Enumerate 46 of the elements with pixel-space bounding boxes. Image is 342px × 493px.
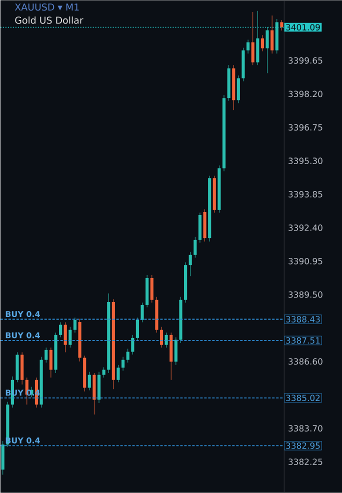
candlestick — [150, 274, 154, 303]
y-tick-label: 3398.20 — [288, 90, 322, 98]
candlestick — [188, 252, 192, 276]
y-tick-label: 3389.50 — [288, 291, 322, 298]
candlestick — [266, 26, 269, 74]
candlestick — [160, 326, 164, 348]
candlestick — [256, 10, 260, 66]
candlestick — [73, 317, 76, 333]
candlestick — [270, 15, 274, 54]
y-tick-label: 3382.95 — [286, 442, 320, 449]
candlestick — [49, 347, 52, 378]
y-tick-label: 3393.85 — [288, 191, 322, 198]
y-tick-label: 3395.30 — [288, 158, 322, 164]
y-tick-label: 3399.65 — [288, 57, 322, 64]
y-tick-label: 3396.75 — [288, 124, 322, 131]
candlestick — [126, 348, 130, 363]
y-tick-label: 3383.70 — [288, 425, 322, 432]
y-tick-label: 3390.95 — [288, 258, 322, 264]
y-tick-label: 3386.60 — [288, 358, 322, 365]
candlestick — [194, 236, 197, 258]
y-tick-label: 3382.25 — [288, 458, 322, 465]
y-tick-label: 3392.40 — [288, 224, 322, 231]
candlestick — [88, 372, 91, 391]
candlestick — [58, 322, 62, 338]
candlestick — [236, 75, 240, 104]
candlestick — [260, 34, 264, 52]
candlestick — [68, 326, 72, 348]
candlestick — [102, 366, 106, 378]
y-tick-label: 3387.51 — [286, 337, 320, 344]
candlestick — [280, 20, 284, 31]
text: Gold US Dollar — [15, 16, 84, 24]
candlestick — [64, 322, 67, 352]
candlestick — [174, 336, 178, 366]
candlestick — [131, 334, 134, 355]
candlestick — [246, 39, 250, 54]
candlestick — [251, 12, 254, 66]
candlestick — [44, 347, 48, 363]
candlestick — [140, 302, 144, 323]
candlestick — [121, 356, 125, 371]
candlestick — [164, 332, 168, 348]
candlestick — [136, 317, 139, 341]
y-tick-label: 3388.43 — [286, 316, 320, 322]
chart-title: XAUUSD ▾ M1 — [14, 3, 79, 11]
candlestick — [116, 364, 120, 382]
y-tick-label: 3385.02 — [286, 394, 320, 402]
y-tick-label: 3401.09 — [286, 24, 320, 30]
